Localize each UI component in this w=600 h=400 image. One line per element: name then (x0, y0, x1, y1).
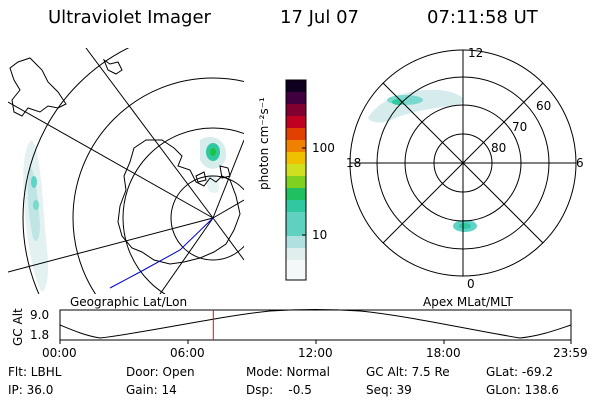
time-tick-1200: 12:00 (298, 346, 333, 360)
ip-info: IP: 36.0 (8, 383, 54, 397)
mlt-polar-dial (349, 49, 577, 277)
time-tick-0000: 00:00 (42, 346, 77, 360)
mlt-label-18: 18 (346, 156, 362, 170)
coastlines (9, 57, 241, 265)
aurora-emission-left (23, 136, 227, 292)
glon-info: GLon: 138.6 (486, 383, 559, 397)
colorbar-tick-100: 100 (312, 141, 335, 155)
alt-tick-low: 1.8 (30, 328, 50, 342)
time-tick-1800: 18:00 (426, 346, 461, 360)
mlt-label-6: 6 (576, 156, 584, 170)
mode-info: Mode: Normal (246, 365, 330, 379)
gain-info: Gain: 14 (126, 383, 177, 397)
geographic-panel-label: Geographic Lat/Lon (70, 295, 188, 309)
colorbar (285, 79, 307, 281)
glat-info: GLat: -69.2 (486, 365, 553, 379)
geographic-map (8, 48, 244, 294)
door-info: Door: Open (126, 365, 195, 379)
colorbar-tick-10: 10 (312, 228, 328, 242)
colorbar-unit-label: photon cm⁻²s⁻¹ (257, 97, 271, 190)
mlt-label-12: 12 (468, 46, 484, 60)
dsp-info: Dsp: -0.5 (246, 383, 312, 397)
latlon-grid (8, 48, 244, 294)
mlat-label-80: 80 (491, 141, 507, 155)
date-label: 17 Jul 07 (280, 7, 359, 28)
satellite-track (109, 217, 214, 289)
filter-info: Flt: LBHL (8, 365, 62, 379)
mlat-label-60: 60 (536, 99, 552, 113)
instrument-title: Ultraviolet Imager (48, 7, 211, 28)
gc-alt-info: GC Alt: 7.5 Re (366, 365, 450, 379)
altitude-strip (59, 309, 572, 344)
apex-panel-label: Apex MLat/MLT (423, 295, 513, 309)
time-label: 07:11:58 UT (427, 7, 538, 28)
gc-alt-axis-label: GC Alt (11, 308, 25, 346)
time-tick-2359: 23:59 (553, 346, 588, 360)
altitude-curve (59, 309, 572, 339)
alt-tick-high: 9.0 (30, 308, 50, 322)
time-tick-0600: 06:00 (170, 346, 205, 360)
seq-info: Seq: 39 (366, 383, 412, 397)
mlat-label-70: 70 (512, 120, 528, 134)
mlt-label-0: 0 (467, 277, 475, 291)
